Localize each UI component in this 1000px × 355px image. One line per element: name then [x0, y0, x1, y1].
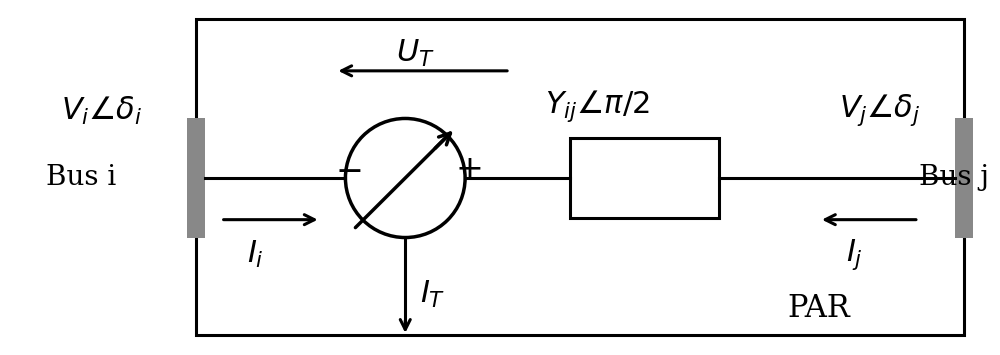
Text: $I_i$: $I_i$: [247, 239, 264, 270]
Bar: [187, 119, 205, 237]
Text: $I_j$: $I_j$: [846, 237, 862, 272]
Text: $-$: $-$: [335, 154, 362, 186]
Text: $+$: $+$: [455, 154, 481, 186]
Bar: [570, 138, 719, 218]
Text: $U_T$: $U_T$: [396, 37, 435, 69]
Text: Bus j: Bus j: [919, 164, 989, 191]
Bar: [196, 19, 964, 335]
Text: $V_i\angle\delta_i$: $V_i\angle\delta_i$: [61, 94, 143, 127]
Bar: [955, 119, 973, 237]
Text: Bus i: Bus i: [46, 164, 117, 191]
Text: $I_T$: $I_T$: [420, 279, 446, 310]
Text: $Y_{ij}\angle\pi/2$: $Y_{ij}\angle\pi/2$: [545, 88, 649, 124]
Text: $V_j\angle\delta_j$: $V_j\angle\delta_j$: [839, 93, 921, 129]
Text: PAR: PAR: [788, 294, 850, 324]
